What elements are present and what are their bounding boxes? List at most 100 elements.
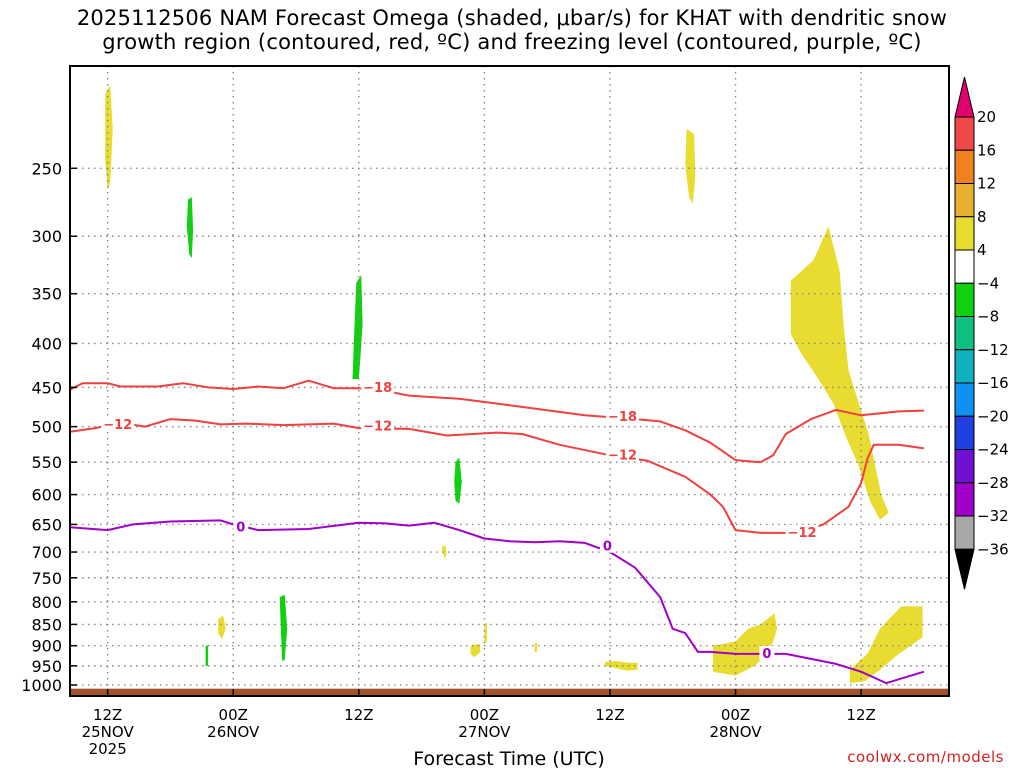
x-tick-label-0-0: 12Z	[93, 706, 122, 724]
y-tick-label-350: 350	[31, 285, 62, 304]
omega-region-12	[534, 642, 538, 652]
y-tick-label-950: 950	[31, 657, 62, 676]
y-tick-label-900: 900	[31, 637, 62, 656]
y-tick-label-750: 750	[31, 569, 62, 588]
y-tick-label-1000: 1000	[21, 676, 62, 695]
colorbar-label-11: −28	[977, 474, 1009, 492]
y-tick-label-450: 450	[31, 378, 62, 397]
colorbar-label-12: −32	[977, 507, 1009, 525]
x-tick-label-30-0: 00Z	[470, 706, 499, 724]
y-tick-label-500: 500	[31, 418, 62, 437]
colorbar-segment-11	[954, 449, 975, 484]
omega-region-4	[790, 226, 889, 520]
colorbar-segment-3	[954, 183, 975, 218]
x-tick-label-20-0: 12Z	[344, 706, 373, 724]
omega-region-3	[685, 129, 696, 204]
colorbar-segment-13	[954, 515, 975, 550]
omega-region-11	[484, 622, 487, 644]
x-axis-label: Forecast Time (UTC)	[413, 748, 604, 768]
y-tick-label-600: 600	[31, 486, 62, 505]
x-tick-label-50-1: 28NOV	[709, 723, 762, 741]
y-tick-label-550: 550	[31, 453, 62, 472]
colorbar-label-10: −24	[977, 441, 1009, 459]
omega-region-14	[712, 613, 777, 676]
omega-region-9	[205, 645, 209, 666]
x-tick-label-50-0: 00Z	[721, 706, 750, 724]
contour-label-bg-4	[606, 447, 640, 462]
x-tick-label-60-0: 12Z	[846, 706, 875, 724]
y-tick-label-400: 400	[31, 334, 62, 353]
colorbar-segment-12	[954, 482, 975, 517]
x-tick-label-0-1: 25NOV	[82, 723, 135, 741]
y-tick-label-250: 250	[31, 159, 62, 178]
colorbar-arrow-top	[954, 76, 975, 118]
colorbar-label-3: 8	[977, 208, 987, 226]
colorbar-segment-2	[954, 149, 975, 184]
colorbar-segment-7	[954, 316, 975, 351]
title-line-2: growth region (contoured, red, ºC) and f…	[102, 30, 922, 54]
contour-label-bg-8	[759, 645, 775, 660]
x-tick-label-40-0: 12Z	[595, 706, 624, 724]
contour-label-bg-0	[361, 380, 395, 395]
contour-label-1: −18	[608, 410, 637, 425]
contour-label-bg-6	[233, 519, 249, 534]
plot-frame	[69, 65, 950, 697]
colorbar-label-5: −4	[977, 274, 999, 292]
colorbar-label-9: −20	[977, 407, 1009, 425]
omega-region-10	[470, 643, 481, 658]
contour-label-0: −18	[363, 381, 392, 396]
colorbar-label-8: −16	[977, 374, 1009, 392]
colorbar-segment-1	[954, 116, 975, 151]
ground-terrain	[70, 688, 949, 696]
contour-label-6: 0	[236, 520, 245, 535]
omega-region-8	[279, 594, 288, 662]
y-tick-label-300: 300	[31, 227, 62, 246]
credit-link[interactable]: coolwx.com/models	[847, 748, 1004, 766]
colorbar-arrow-bottom	[954, 548, 975, 590]
contour-label-bg-7	[599, 538, 615, 553]
colorbar-label-0: 20	[977, 108, 996, 126]
y-tick-label-700: 700	[31, 543, 62, 562]
colorbar-segment-9	[954, 382, 975, 417]
x-tick-label-30-1: 27NOV	[458, 723, 511, 741]
y-tick-label-800: 800	[31, 593, 62, 612]
colorbar-segment-10	[954, 415, 975, 450]
contour-label-8: 0	[762, 647, 771, 662]
x-tick-label-0-2: 2025	[89, 740, 127, 758]
contour-label-bg-2	[101, 417, 135, 432]
chart-title: 2025112506 NAM Forecast Omega (shaded, μ…	[0, 6, 1024, 54]
y-tick-label-650: 650	[31, 515, 62, 534]
contour-label-4: −12	[608, 448, 637, 463]
x-tick-label-10-1: 26NOV	[207, 723, 260, 741]
omega-region-5	[454, 457, 462, 504]
colorbar-label-1: 16	[977, 141, 996, 159]
colorbar-segment-8	[954, 349, 975, 384]
colorbar-label-7: −12	[977, 341, 1009, 359]
contour-label-2: −12	[103, 418, 132, 433]
contour-label-7: 0	[603, 540, 612, 555]
title-line-1: 2025112506 NAM Forecast Omega (shaded, μ…	[76, 6, 948, 30]
colorbar-segment-5	[954, 249, 975, 284]
omega-region-6	[441, 545, 447, 559]
colorbar-label-4: 4	[977, 241, 987, 259]
colorbar-segment-4	[954, 216, 975, 251]
contour-label-bg-5	[785, 524, 819, 539]
contour-label-3: −12	[363, 420, 392, 435]
contour-label-bg-1	[606, 408, 640, 423]
colorbar-label-2: 12	[977, 175, 996, 193]
omega-region-15	[849, 606, 923, 684]
omega-region-13	[604, 661, 638, 671]
x-tick-label-10-0: 00Z	[219, 706, 248, 724]
colorbar-label-6: −8	[977, 308, 999, 326]
omega-region-1	[186, 197, 194, 258]
dgz-contour-1	[70, 418, 925, 534]
omega-region-0	[105, 85, 113, 190]
contour-label-bg-3	[361, 418, 395, 433]
omega-region-2	[352, 275, 363, 379]
omega-region-7	[218, 615, 226, 640]
colorbar-label-13: −36	[977, 540, 1009, 558]
dgz-contour-0	[70, 379, 924, 464]
y-tick-label-850: 850	[31, 615, 62, 634]
contour-label-5: −12	[788, 526, 817, 541]
